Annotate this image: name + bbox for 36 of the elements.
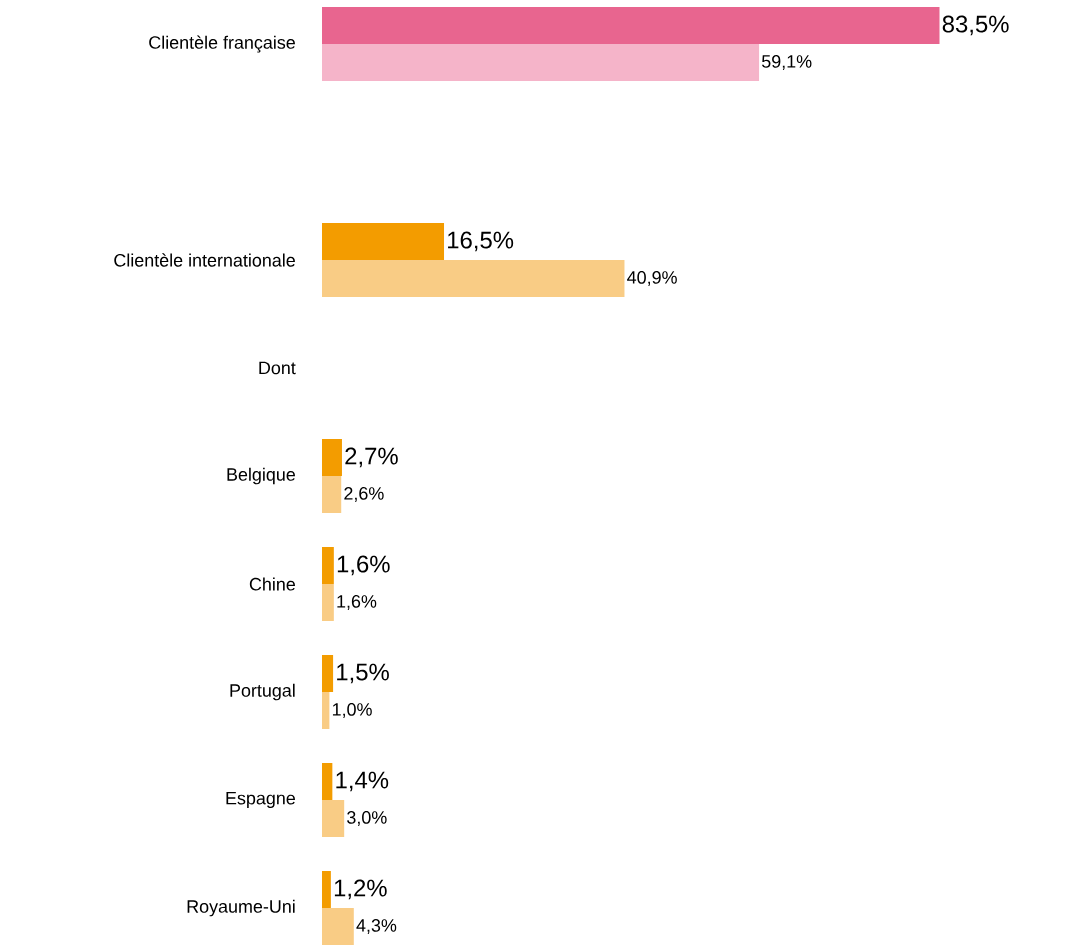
data-label: 4,3% (356, 919, 397, 934)
y-tick-label: Dont (259, 361, 296, 375)
data-label: 83,5% (942, 15, 1009, 36)
bar (322, 546, 334, 584)
data-label: 2,6% (344, 487, 384, 502)
bar (322, 583, 334, 621)
data-label: 2,7% (345, 447, 398, 468)
bar (322, 6, 940, 44)
y-tick-label: Clientèle internationale (114, 253, 295, 267)
y-tick-label: Belgique (227, 467, 295, 485)
y-tick-label: Clientèle française (149, 35, 295, 53)
bar (322, 654, 334, 692)
data-label: 59,1% (761, 55, 812, 70)
data-label: 1,6% (337, 555, 390, 576)
data-label: 16,5% (448, 231, 514, 252)
bar (322, 43, 760, 81)
data-label: 1,0% (332, 703, 372, 718)
y-tick-label: Portugal (230, 683, 295, 701)
bar (322, 870, 331, 908)
data-label: 40,9% (627, 271, 677, 286)
data-label: 3,0% (347, 811, 387, 826)
y-tick-label: Chine (249, 577, 295, 591)
data-label: 1,2% (334, 879, 387, 900)
data-label: 1,4% (336, 771, 389, 792)
bar (322, 799, 345, 837)
bar (322, 691, 330, 729)
y-tick-label: Espagne (226, 791, 295, 809)
data-label: 1,5% (337, 663, 389, 684)
bar (322, 438, 342, 476)
bar (322, 259, 625, 297)
data-label: 1,6% (337, 595, 377, 610)
y-tick-label: Royaume-Uni (187, 899, 295, 917)
bar (322, 475, 342, 513)
bar (322, 222, 445, 260)
bar (322, 907, 354, 945)
bar (322, 762, 333, 800)
